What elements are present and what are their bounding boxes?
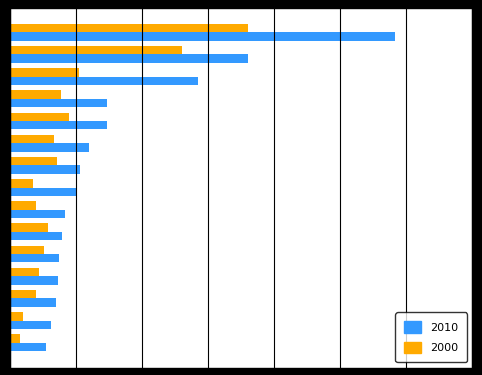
- Legend: 2010, 2000: 2010, 2000: [395, 312, 467, 362]
- Bar: [10, 112, 69, 121]
- Bar: [10, 90, 61, 99]
- Bar: [10, 179, 33, 188]
- Bar: [10, 321, 51, 329]
- Bar: [10, 46, 182, 54]
- Bar: [10, 254, 59, 262]
- Bar: [10, 232, 63, 240]
- Bar: [10, 24, 248, 32]
- Bar: [10, 224, 48, 232]
- Bar: [10, 99, 107, 107]
- Bar: [10, 334, 20, 343]
- Bar: [10, 343, 46, 351]
- Bar: [10, 268, 39, 276]
- Bar: [10, 68, 79, 76]
- Bar: [10, 276, 58, 285]
- Bar: [10, 246, 43, 254]
- Bar: [10, 201, 36, 210]
- Bar: [10, 210, 65, 218]
- Bar: [10, 143, 90, 152]
- Bar: [10, 312, 23, 321]
- Bar: [10, 121, 107, 129]
- Bar: [10, 76, 198, 85]
- Bar: [10, 188, 76, 196]
- Bar: [10, 290, 36, 298]
- Bar: [10, 32, 395, 41]
- Bar: [10, 54, 248, 63]
- Bar: [10, 135, 54, 143]
- Bar: [10, 165, 80, 174]
- Bar: [10, 157, 56, 165]
- Bar: [10, 298, 56, 307]
